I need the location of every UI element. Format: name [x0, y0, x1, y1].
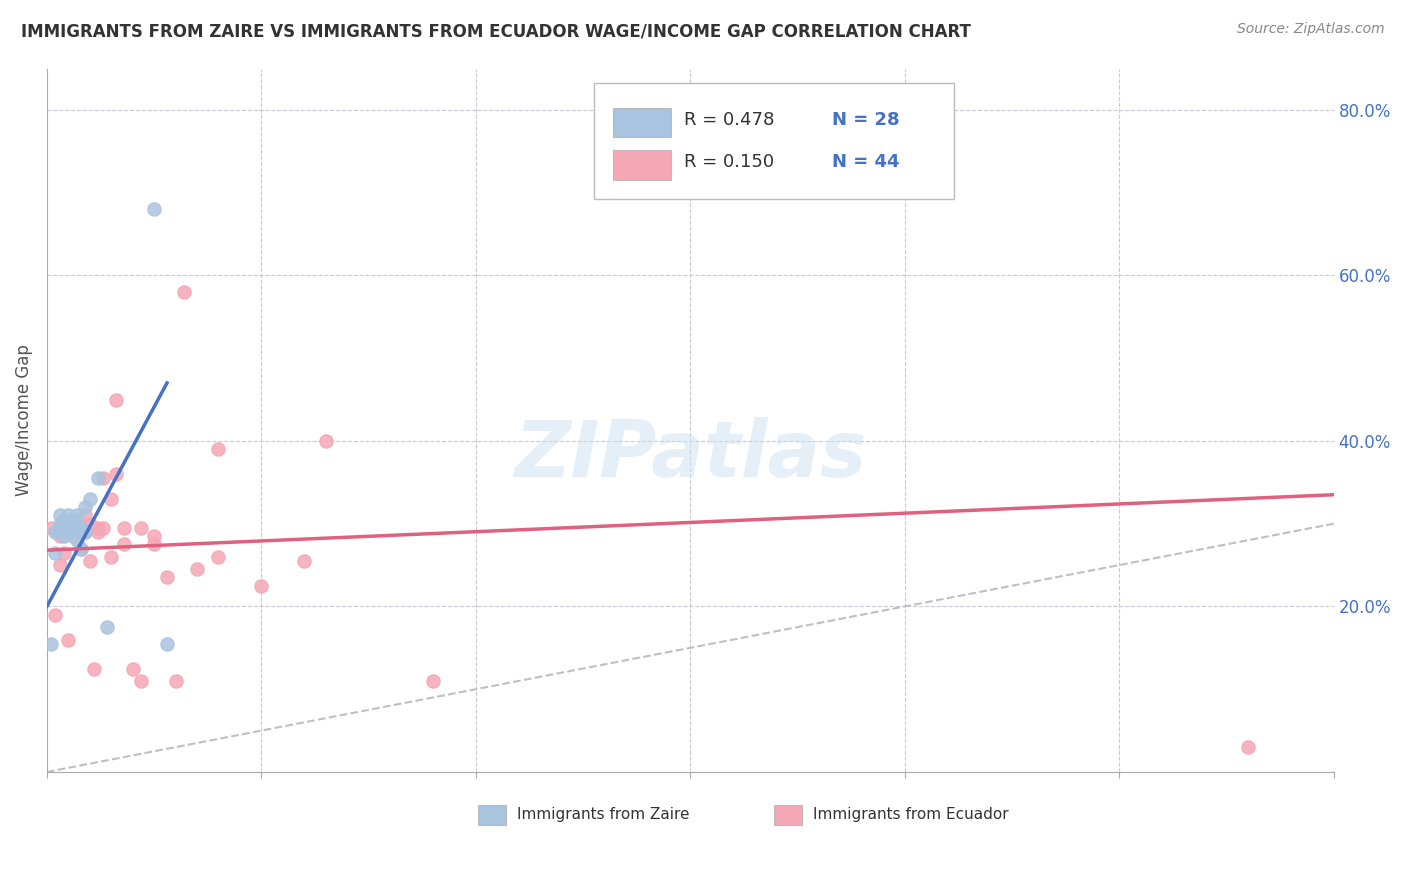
- Point: [156, 637, 179, 651]
- Point: [121, 661, 143, 675]
- Point: [49, 558, 72, 572]
- Point: [58, 508, 80, 523]
- Point: [49, 529, 72, 543]
- Point: [58, 516, 80, 531]
- Point: [104, 467, 127, 481]
- Point: [1237, 740, 1260, 755]
- Point: [173, 285, 195, 299]
- Text: IMMIGRANTS FROM ZAIRE VS IMMIGRANTS FROM ECUADOR WAGE/INCOME GAP CORRELATION CHA: IMMIGRANTS FROM ZAIRE VS IMMIGRANTS FROM…: [21, 22, 972, 40]
- FancyBboxPatch shape: [613, 150, 671, 179]
- Point: [129, 521, 152, 535]
- Point: [129, 673, 152, 688]
- Point: [207, 549, 229, 564]
- Point: [87, 521, 110, 535]
- Point: [66, 521, 89, 535]
- Point: [62, 516, 84, 531]
- Point: [70, 541, 93, 556]
- Point: [53, 521, 76, 535]
- Point: [53, 529, 76, 543]
- Point: [87, 524, 110, 539]
- Point: [53, 546, 76, 560]
- Point: [70, 521, 93, 535]
- Point: [66, 533, 89, 548]
- Point: [62, 521, 84, 535]
- Point: [143, 537, 166, 551]
- Text: Source: ZipAtlas.com: Source: ZipAtlas.com: [1237, 22, 1385, 37]
- Point: [100, 491, 122, 506]
- FancyBboxPatch shape: [478, 805, 506, 825]
- Point: [292, 554, 315, 568]
- FancyBboxPatch shape: [613, 108, 671, 137]
- Text: N = 44: N = 44: [832, 153, 900, 171]
- Point: [143, 529, 166, 543]
- Text: Immigrants from Ecuador: Immigrants from Ecuador: [813, 806, 1008, 822]
- Point: [79, 554, 101, 568]
- Point: [422, 673, 444, 688]
- Y-axis label: Wage/Income Gap: Wage/Income Gap: [15, 344, 32, 496]
- Text: R = 0.150: R = 0.150: [683, 153, 773, 171]
- Point: [75, 508, 97, 523]
- FancyBboxPatch shape: [773, 805, 803, 825]
- Point: [156, 570, 179, 584]
- Text: ZIPatlas: ZIPatlas: [515, 417, 866, 493]
- Point: [83, 661, 105, 675]
- Point: [62, 516, 84, 531]
- Point: [186, 562, 208, 576]
- Point: [62, 529, 84, 543]
- Point: [91, 521, 114, 535]
- Point: [315, 434, 337, 448]
- Point: [53, 512, 76, 526]
- Text: Immigrants from Zaire: Immigrants from Zaire: [516, 806, 689, 822]
- Point: [58, 521, 80, 535]
- Point: [87, 471, 110, 485]
- Point: [207, 442, 229, 457]
- Point: [49, 516, 72, 531]
- Point: [79, 491, 101, 506]
- Point: [104, 392, 127, 407]
- Point: [112, 521, 135, 535]
- Text: R = 0.478: R = 0.478: [683, 111, 775, 128]
- Point: [250, 579, 273, 593]
- Point: [79, 516, 101, 531]
- Point: [70, 521, 93, 535]
- Point: [44, 546, 66, 560]
- FancyBboxPatch shape: [593, 83, 955, 199]
- Point: [44, 524, 66, 539]
- Point: [39, 521, 62, 535]
- Point: [75, 500, 97, 515]
- Point: [112, 537, 135, 551]
- Point: [165, 673, 187, 688]
- Point: [62, 512, 84, 526]
- Point: [75, 524, 97, 539]
- Point: [91, 471, 114, 485]
- Point: [66, 512, 89, 526]
- Point: [96, 620, 118, 634]
- Point: [75, 524, 97, 539]
- Point: [66, 508, 89, 523]
- Point: [39, 637, 62, 651]
- Point: [100, 549, 122, 564]
- Point: [53, 521, 76, 535]
- Point: [58, 521, 80, 535]
- Point: [49, 521, 72, 535]
- Point: [70, 541, 93, 556]
- Point: [49, 508, 72, 523]
- Point: [143, 202, 166, 217]
- Point: [58, 632, 80, 647]
- Point: [44, 607, 66, 622]
- Point: [58, 524, 80, 539]
- Text: N = 28: N = 28: [832, 111, 900, 128]
